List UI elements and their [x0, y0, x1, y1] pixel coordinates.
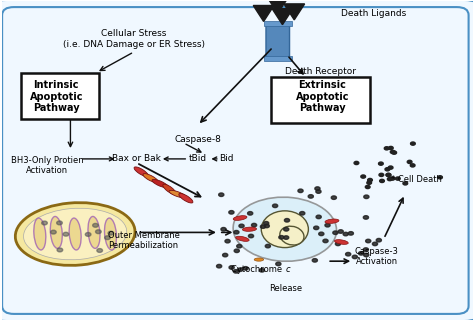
Circle shape: [284, 219, 290, 222]
FancyBboxPatch shape: [21, 73, 99, 119]
Circle shape: [314, 226, 319, 230]
Circle shape: [390, 177, 395, 180]
Ellipse shape: [280, 226, 304, 245]
Circle shape: [273, 204, 278, 208]
Circle shape: [323, 239, 328, 243]
Circle shape: [354, 161, 359, 165]
Circle shape: [364, 253, 369, 257]
Ellipse shape: [50, 216, 62, 248]
Ellipse shape: [236, 236, 249, 241]
Circle shape: [247, 212, 253, 215]
Polygon shape: [284, 4, 305, 20]
Circle shape: [358, 252, 364, 255]
Ellipse shape: [69, 218, 81, 250]
Text: Death Receptor: Death Receptor: [285, 66, 356, 75]
Text: Caspase-8: Caspase-8: [174, 135, 221, 144]
Circle shape: [57, 248, 63, 252]
Circle shape: [97, 248, 102, 252]
Text: c: c: [286, 265, 291, 274]
Circle shape: [348, 232, 354, 235]
Ellipse shape: [15, 203, 135, 265]
Circle shape: [252, 223, 256, 227]
FancyBboxPatch shape: [264, 56, 292, 61]
Circle shape: [325, 223, 330, 227]
Circle shape: [223, 253, 228, 257]
Ellipse shape: [261, 211, 309, 247]
Ellipse shape: [134, 167, 148, 177]
Text: BH3-Only Protien
Activation: BH3-Only Protien Activation: [10, 156, 83, 175]
Circle shape: [283, 228, 289, 231]
Circle shape: [221, 228, 226, 231]
Circle shape: [410, 164, 415, 167]
Circle shape: [364, 216, 368, 219]
Circle shape: [379, 162, 383, 165]
Polygon shape: [267, 0, 288, 13]
Circle shape: [410, 142, 415, 145]
Circle shape: [265, 244, 271, 248]
Circle shape: [338, 230, 343, 233]
Circle shape: [346, 252, 351, 256]
Circle shape: [239, 224, 244, 228]
Circle shape: [386, 173, 391, 177]
Circle shape: [365, 239, 371, 243]
FancyBboxPatch shape: [266, 23, 290, 58]
Text: Bid: Bid: [219, 154, 233, 163]
Circle shape: [42, 221, 47, 225]
Circle shape: [389, 146, 393, 150]
Ellipse shape: [24, 208, 127, 260]
Ellipse shape: [179, 194, 193, 203]
Circle shape: [248, 234, 254, 238]
Circle shape: [407, 160, 412, 163]
Circle shape: [363, 248, 368, 251]
Circle shape: [386, 173, 391, 177]
Circle shape: [237, 244, 242, 248]
Circle shape: [395, 177, 400, 180]
Circle shape: [229, 211, 234, 214]
Circle shape: [229, 266, 234, 269]
Circle shape: [108, 231, 114, 235]
Text: tBid: tBid: [189, 154, 207, 163]
Circle shape: [233, 270, 238, 273]
Circle shape: [316, 190, 321, 193]
Text: * Cell Death: * Cell Death: [392, 175, 442, 184]
Circle shape: [331, 196, 337, 199]
Circle shape: [380, 179, 384, 183]
Circle shape: [315, 187, 320, 190]
Circle shape: [243, 266, 248, 270]
Circle shape: [63, 232, 69, 236]
Ellipse shape: [88, 216, 100, 248]
Text: Death Ligands: Death Ligands: [341, 9, 407, 18]
Circle shape: [283, 236, 289, 239]
Circle shape: [368, 178, 373, 182]
Circle shape: [388, 166, 393, 169]
Circle shape: [365, 186, 370, 188]
FancyBboxPatch shape: [264, 21, 292, 26]
Circle shape: [300, 212, 305, 215]
Circle shape: [373, 242, 378, 246]
Ellipse shape: [34, 218, 46, 250]
Circle shape: [259, 269, 264, 272]
Ellipse shape: [325, 219, 339, 223]
Circle shape: [237, 268, 243, 272]
Circle shape: [367, 181, 372, 184]
Circle shape: [390, 150, 395, 153]
Circle shape: [57, 221, 62, 225]
Circle shape: [376, 239, 382, 242]
Circle shape: [105, 236, 110, 239]
Ellipse shape: [152, 179, 168, 187]
Circle shape: [92, 223, 98, 227]
Circle shape: [403, 182, 408, 185]
Circle shape: [438, 176, 442, 179]
Circle shape: [316, 215, 321, 219]
Circle shape: [264, 221, 269, 225]
Ellipse shape: [233, 216, 247, 221]
Circle shape: [385, 168, 390, 171]
Ellipse shape: [242, 227, 256, 231]
Circle shape: [312, 259, 318, 262]
Circle shape: [219, 193, 224, 196]
Circle shape: [352, 255, 357, 259]
Circle shape: [298, 189, 303, 193]
Polygon shape: [272, 9, 293, 25]
Circle shape: [85, 232, 91, 236]
